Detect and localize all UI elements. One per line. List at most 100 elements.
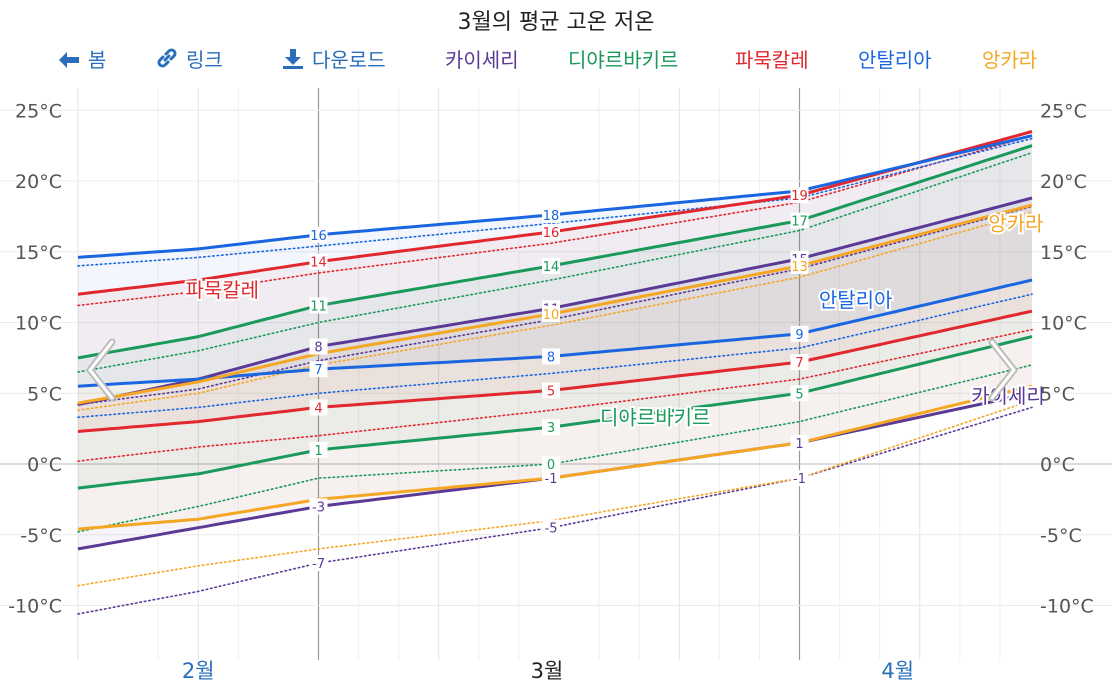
value-label: -1 <box>545 472 558 487</box>
value-label: 7 <box>795 356 803 371</box>
legend-item-kayseri[interactable]: 카이세리 <box>445 44 519 76</box>
value-label: 18 <box>543 209 560 224</box>
y-tick-label-left: 0°C <box>27 454 62 476</box>
value-label: 8 <box>314 341 322 356</box>
value-label-bg <box>309 361 328 378</box>
value-label: 4 <box>314 401 322 416</box>
next-month-button[interactable] <box>982 338 1022 402</box>
series-high-dotted-line <box>77 151 1033 373</box>
legend-item-diyarbakir[interactable]: 디야르바키르 <box>568 44 678 76</box>
link-icon <box>156 46 178 78</box>
chevron-left-icon <box>86 338 116 402</box>
series-low-dotted-line <box>77 406 1033 615</box>
value-label-bg <box>790 434 809 451</box>
series-high-dotted-line <box>77 211 1033 411</box>
series-annotation-label: 카이세리 <box>971 384 1045 408</box>
data-labels: 81115-3-11-7-5-1카이세리1114171350디야르바키르1416… <box>183 187 1047 572</box>
value-label: 14 <box>543 260 560 275</box>
value-label: 5 <box>547 384 555 399</box>
series-annotation-label: 파묵칼레 <box>185 278 259 302</box>
legend-item-ankara[interactable]: 앙카라 <box>982 44 1037 76</box>
value-label-bg <box>790 385 809 402</box>
value-label: -7 <box>312 557 325 572</box>
x-tick-label-month: 3월 <box>531 659 564 683</box>
y-tick-label-right: 5°C <box>1040 383 1075 405</box>
value-label-bg <box>790 470 809 487</box>
axes: -10°C -10°C-5°C -5°C0°C 0°C5°C 5°C10°C 10°C15… <box>8 100 1094 683</box>
value-label-bg <box>541 470 560 487</box>
x-tick-label-month: 4월 <box>881 659 914 683</box>
series-annotation-label: 안탈리아 <box>819 288 893 312</box>
value-label-bg <box>541 519 560 536</box>
y-tick-label-right: 10°C <box>1040 313 1087 335</box>
value-label: 11 <box>310 300 327 315</box>
value-label-bg <box>309 297 328 314</box>
value-label: 19 <box>791 189 808 204</box>
chevron-right-icon <box>988 338 1018 402</box>
legend-item-antalya[interactable]: 안탈리아 <box>858 44 932 76</box>
value-label-bg <box>309 555 328 572</box>
series-low-dotted-line <box>77 328 1033 462</box>
download-icon <box>282 46 304 78</box>
series-low-dotted-line <box>77 293 1033 419</box>
legend-label: 안탈리아 <box>858 48 932 72</box>
link-label: 링크 <box>186 48 223 72</box>
series-annotation-label: 앙카라 <box>988 212 1043 236</box>
value-label-bg <box>541 306 560 323</box>
value-label: 3 <box>547 421 555 436</box>
value-label: 7 <box>314 363 322 378</box>
link-button[interactable]: 링크 <box>156 44 223 78</box>
value-label: 1 <box>314 444 322 459</box>
y-tick-label-left: 10°C <box>15 313 62 335</box>
value-label-bg <box>541 456 560 472</box>
value-label: 16 <box>543 226 560 241</box>
value-label-bg <box>790 354 809 371</box>
value-label-bg <box>541 419 560 436</box>
value-label-bg <box>541 257 560 274</box>
value-label: -3 <box>312 500 325 515</box>
series-high-dotted-line <box>77 205 1033 406</box>
value-label: 8 <box>547 350 555 365</box>
value-label-bg <box>309 226 328 243</box>
value-label-bg <box>541 348 560 365</box>
value-label-bg <box>790 187 809 204</box>
download-label: 다운로드 <box>312 48 386 72</box>
value-label: 13 <box>791 260 808 275</box>
legend-item-pamukkale[interactable]: 파묵칼레 <box>735 44 809 76</box>
value-label: -5 <box>545 522 558 537</box>
chart-title: 3월의 평균 고온 저온 <box>457 10 655 35</box>
prev-month-button[interactable] <box>82 338 122 402</box>
value-label: -1 <box>793 472 806 487</box>
value-label-bg <box>309 441 328 458</box>
y-tick-label-right: 20°C <box>1040 171 1087 193</box>
value-label: 16 <box>310 229 327 244</box>
legend-label: 파묵칼레 <box>735 48 809 72</box>
legend-label: 디야르바키르 <box>568 48 679 72</box>
y-tick-label-left: 5°C <box>27 383 62 405</box>
value-label: 0 <box>547 458 555 473</box>
y-tick-label-right: 25°C <box>1040 100 1087 122</box>
value-label: 10 <box>543 308 560 323</box>
value-label-bg <box>309 498 328 515</box>
value-label: 5 <box>795 387 803 402</box>
value-label: 1 <box>795 437 803 452</box>
y-tick-label-right: 15°C <box>1040 242 1087 264</box>
value-label-bg <box>309 253 328 270</box>
series-high-dotted-line <box>77 137 1033 267</box>
value-label-bg <box>309 399 328 416</box>
toolbar: 봄 링크 다운로드 카이세리 디야르바키르 파묵칼레 안탈리아 앙카라 <box>0 44 1112 76</box>
download-button[interactable]: 다운로드 <box>282 44 386 78</box>
series-annotation-label: 디야르바키르 <box>600 405 710 429</box>
back-button[interactable]: 봄 <box>58 44 106 78</box>
series-high-dotted-line <box>77 134 1033 307</box>
y-tick-label-right: -5°C <box>1040 525 1082 547</box>
value-label: 17 <box>791 215 808 230</box>
y-tick-label-left: 25°C <box>15 100 62 122</box>
y-tick-label-left: -10°C <box>8 596 62 618</box>
back-label: 봄 <box>88 48 107 72</box>
arrow-left-icon <box>58 46 80 78</box>
value-label-bg <box>541 382 560 399</box>
value-label-bg <box>541 206 560 223</box>
value-label-bg <box>309 338 328 355</box>
